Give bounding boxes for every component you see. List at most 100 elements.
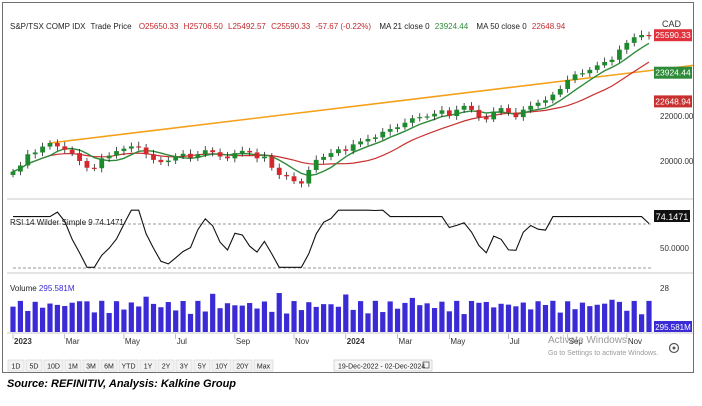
range-button[interactable] <box>25 359 43 372</box>
volume-bar <box>624 310 630 332</box>
range-button-label: 5D <box>30 364 39 371</box>
volume-bar <box>365 313 371 332</box>
price-tick-label: 22000.00 <box>660 112 694 121</box>
chart-header: S&P/TSX COMP IDX Trade Price O25650.33 H… <box>10 19 682 31</box>
volume-bar <box>572 309 578 332</box>
range-button-label: 3Y <box>180 364 189 371</box>
volume-bar <box>210 293 216 332</box>
candle-body <box>350 144 356 151</box>
volume-bar <box>513 306 519 332</box>
candle-body <box>580 73 585 75</box>
date-range-selector[interactable] <box>333 359 433 372</box>
volume-bar <box>557 312 563 332</box>
candle-body <box>587 69 593 74</box>
candle-body <box>387 129 393 132</box>
candle-body <box>54 143 60 147</box>
volume-bar <box>579 302 586 332</box>
candle-body <box>195 154 201 158</box>
volume-bar <box>284 313 290 332</box>
volume-bar <box>372 300 378 332</box>
range-button[interactable] <box>175 359 193 372</box>
x-tick-label: Nov <box>295 337 309 346</box>
candle-body <box>417 117 423 119</box>
x-axis: 2023 Mar May Jul Sep Nov 2024 Mar May Jul Sep Nov <box>12 334 642 346</box>
candle-body <box>402 122 408 128</box>
candle-body <box>483 117 489 120</box>
range-button-label: 20Y <box>236 364 249 371</box>
range-button-label: 1D <box>12 364 21 371</box>
candle-body <box>180 153 186 157</box>
volume-bar <box>313 306 319 332</box>
range-button[interactable] <box>100 359 118 372</box>
range-button-label: 6M <box>104 364 114 371</box>
range-button[interactable] <box>232 359 253 372</box>
range-button[interactable] <box>82 359 100 372</box>
candle-body <box>365 138 371 142</box>
volume-bar <box>180 300 186 332</box>
range-button-label: Max <box>257 364 271 371</box>
volume-bar <box>224 303 231 332</box>
range-button[interactable] <box>64 359 82 372</box>
volume-bar <box>165 302 171 332</box>
volume-bar <box>631 300 637 332</box>
candle-body <box>262 156 267 159</box>
volume-bar <box>150 303 157 332</box>
volume-bar <box>84 301 90 332</box>
volume-bar <box>69 302 75 332</box>
range-button-label: 1M <box>68 364 78 371</box>
volume-bar <box>542 304 549 332</box>
candle-body <box>439 110 445 114</box>
candle-body <box>543 100 548 103</box>
volume-bar <box>498 303 504 332</box>
candle-body <box>25 154 31 166</box>
volume-bar <box>380 312 386 332</box>
volume-bar <box>528 309 534 332</box>
rsi-marker-text: 74.1471 <box>656 212 689 222</box>
range-button[interactable] <box>118 359 139 372</box>
volume-bar <box>269 311 275 332</box>
x-tick-label: Sep <box>236 337 251 346</box>
candle-body <box>306 170 312 184</box>
candle-body <box>602 62 608 66</box>
candle-body <box>469 105 474 110</box>
x-tick-label: May <box>125 337 140 346</box>
settings-icon[interactable] <box>668 342 680 354</box>
range-button[interactable] <box>139 359 157 372</box>
candle-body <box>343 149 349 151</box>
candle-body <box>32 152 38 155</box>
volume-bar <box>446 311 452 332</box>
x-tick-label: May <box>450 337 465 346</box>
price-marker <box>654 95 692 108</box>
volume-bar <box>276 293 282 332</box>
range-button[interactable] <box>193 359 211 372</box>
price-marker-label: 23924.44 <box>655 68 691 78</box>
range-button[interactable] <box>253 359 274 372</box>
candle-body <box>165 160 171 163</box>
candle-body <box>247 150 253 153</box>
range-button[interactable] <box>43 359 64 372</box>
candle-body <box>550 94 556 101</box>
range-button[interactable] <box>7 359 25 372</box>
ma50-line <box>12 61 650 173</box>
volume-bar <box>10 306 16 332</box>
candle-body <box>210 150 216 153</box>
volume-bar <box>99 300 105 332</box>
range-button[interactable] <box>211 359 232 372</box>
candle-body <box>188 153 193 158</box>
volume-bar <box>328 304 334 332</box>
volume-bar <box>476 302 482 332</box>
candle-body <box>47 143 53 147</box>
candle-body <box>631 37 637 43</box>
price-marker <box>654 29 692 42</box>
candle-body <box>276 167 282 175</box>
volume-bar <box>609 299 615 332</box>
volume-bar <box>91 312 97 332</box>
volume-bar <box>439 301 445 332</box>
calendar-icon[interactable] <box>422 361 430 369</box>
volume-bar <box>409 297 415 332</box>
range-button-label: YTD <box>122 364 136 371</box>
candle-body <box>232 153 238 159</box>
candle-body <box>17 165 23 172</box>
range-button[interactable] <box>157 359 175 372</box>
volume-bar <box>505 304 512 332</box>
